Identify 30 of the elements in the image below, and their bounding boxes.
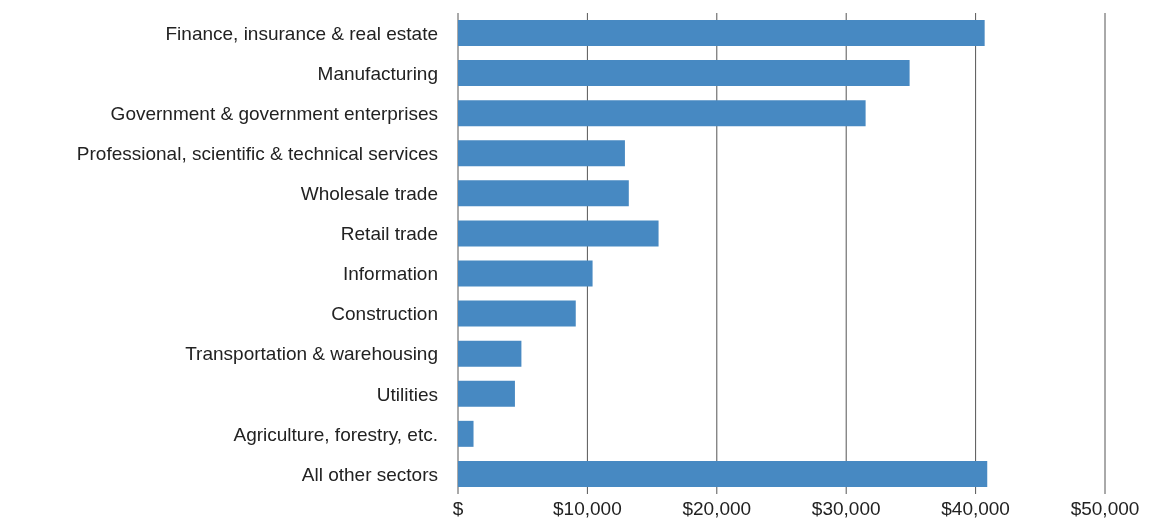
y-tick-label: Utilities	[376, 383, 438, 405]
bar	[458, 420, 474, 447]
x-tick-label: $40,000	[941, 498, 1010, 520]
bar	[458, 20, 985, 46]
bar	[458, 380, 515, 407]
y-tick-label: Construction	[331, 303, 438, 325]
bar	[458, 180, 629, 207]
y-tick-label: Transportation & warehousing	[185, 343, 438, 365]
x-tick-label: $20,000	[682, 498, 752, 520]
bar	[458, 140, 625, 167]
y-tick-label: Information	[342, 263, 438, 285]
y-tick-label: Government & government enterprises	[110, 102, 438, 124]
x-tick-label: $	[452, 498, 464, 520]
x-tick-label: $10,000	[553, 498, 622, 520]
bar	[458, 300, 576, 327]
y-tick-label: Manufacturing	[317, 62, 438, 84]
y-tick-label: Professional, scientific & technical services	[76, 143, 438, 165]
bar	[458, 260, 593, 287]
x-tick-label: $50,000	[1070, 498, 1140, 520]
y-tick-label: Agriculture, forestry, etc.	[233, 423, 438, 445]
bar	[458, 340, 522, 367]
bar	[458, 220, 659, 247]
y-tick-label: Finance, insurance & real estate	[165, 22, 438, 44]
bar	[458, 60, 910, 87]
y-tick-label: Wholesale trade	[300, 183, 438, 205]
y-tick-label: All other sectors	[301, 463, 438, 485]
x-tick-label: $30,000	[811, 498, 881, 520]
bar	[458, 460, 988, 487]
y-tick-label: Retail trade	[340, 223, 438, 245]
bar	[458, 100, 866, 127]
